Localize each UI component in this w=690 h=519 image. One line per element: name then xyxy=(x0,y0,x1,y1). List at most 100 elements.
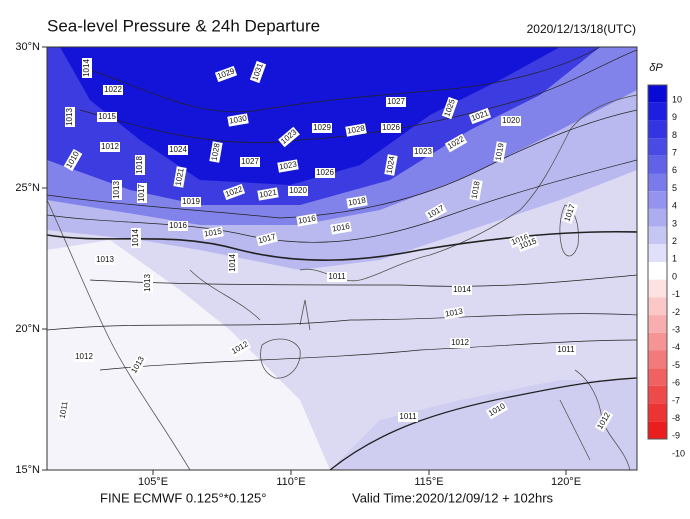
isobar-label-bg xyxy=(469,179,483,201)
isobar-label-bg xyxy=(74,352,94,362)
colorbar-swatch xyxy=(648,120,667,139)
colorbar-title: δP xyxy=(649,62,663,74)
isobar-label-text: 1015 xyxy=(203,227,223,239)
isobar-label: 1029 xyxy=(312,123,332,133)
isobar-label-text: 1018 xyxy=(470,180,482,200)
isobar-label: 1018 xyxy=(135,155,145,175)
isobar-label: 1025 xyxy=(441,96,459,120)
isobar-label: 1024 xyxy=(384,154,398,176)
isobar-label: 1026 xyxy=(315,168,335,178)
isobar-label-bg xyxy=(135,155,145,175)
lon-label: 115°E xyxy=(414,476,443,488)
isobar-label-bg xyxy=(312,123,332,133)
lat-label: 25°N xyxy=(15,182,40,194)
isobar-label-bg xyxy=(327,272,347,282)
isobar-label: 1014 xyxy=(452,285,472,295)
isobar-label-bg xyxy=(424,202,448,222)
isobar-label: 1021 xyxy=(173,166,187,188)
isobar-label-bg xyxy=(214,65,238,83)
isobar-label: 1020 xyxy=(501,116,521,126)
isobar-label: 1012 xyxy=(74,352,94,362)
colorbar-swatch xyxy=(648,173,667,192)
isobar-label-bg xyxy=(381,123,401,133)
isobar-label: 1013 xyxy=(65,107,75,127)
isobar-label: 1012 xyxy=(450,338,470,348)
colorbar-label: 7 xyxy=(672,147,677,157)
isobar-label-text: 1018 xyxy=(135,156,144,174)
isobar-label-bg xyxy=(227,113,249,127)
isobar-label-text: 1013 xyxy=(444,307,464,319)
colorbar-label: 5 xyxy=(672,183,677,193)
isobar-label-bg xyxy=(249,60,267,84)
isobar-label-text: 1011 xyxy=(58,400,70,419)
isobar-label-bg xyxy=(128,353,148,377)
isobar-label-bg xyxy=(413,147,433,157)
colorbar-swatch xyxy=(648,279,667,298)
isobar-label-text: 1014 xyxy=(228,254,237,272)
isobar-label-text: 1024 xyxy=(169,145,187,154)
isobar-label: 1017 xyxy=(561,201,579,225)
isobar-label: 1023 xyxy=(277,159,299,173)
isobar-label: 1018 xyxy=(469,179,483,201)
isobar-label-bg xyxy=(143,273,153,293)
colorbar-swatch xyxy=(648,102,667,121)
isobar-label-text: 1027 xyxy=(241,157,259,166)
isobar-label-text: 1015 xyxy=(98,112,116,121)
isobar-label-bg xyxy=(493,141,507,163)
isobar-label-bg xyxy=(173,166,187,188)
isobar-label-text: 1020 xyxy=(289,186,307,195)
map-title: Sea-level Pressure & 24h Departure xyxy=(47,16,320,35)
isobar-label-bg xyxy=(112,180,122,200)
isobar-label-bg xyxy=(181,197,201,207)
isobar-label: 1014 xyxy=(131,228,141,248)
lat-label: 30°N xyxy=(15,41,40,53)
isobar-label-text: 1030 xyxy=(228,114,248,126)
isobar-label-text: 1019 xyxy=(182,197,200,206)
isobar-label: 1012 xyxy=(100,142,120,152)
isobar-label: 1019 xyxy=(493,141,507,163)
isobar-label: 1029 xyxy=(214,65,238,83)
isobar-label-text: 1028 xyxy=(346,124,366,136)
isobar-label-bg xyxy=(450,338,470,348)
colorbar-frame xyxy=(647,84,668,440)
isobar-label-bg xyxy=(278,126,300,148)
isobar-label-text: 1012 xyxy=(75,352,93,361)
isobar-label: 1013 xyxy=(143,273,153,293)
isobar-label: 1013 xyxy=(112,180,122,200)
isobar-label: 1013 xyxy=(95,255,115,265)
isobar-label: 1026 xyxy=(381,123,401,133)
isobar-label-bg xyxy=(240,157,260,167)
map-frame xyxy=(46,46,638,471)
isobar-label-text: 1011 xyxy=(328,272,346,281)
isobar-label-bg xyxy=(443,306,465,320)
isobar-label: 1021 xyxy=(468,107,492,125)
isobar-label-text: 1022 xyxy=(104,85,122,94)
valid-datetime: 2020/12/13/18(UTC) xyxy=(527,22,636,36)
isobar-label-bg xyxy=(346,195,368,209)
isobar-label-bg xyxy=(168,145,188,155)
isobar-label-bg xyxy=(209,141,223,163)
colorbar-label: -1 xyxy=(672,289,680,299)
isobar-label-bg xyxy=(228,253,238,273)
colorbar-label: -7 xyxy=(672,395,680,405)
isobar-label-bg xyxy=(315,168,335,178)
lat-label: 20°N xyxy=(15,323,40,335)
colorbar-label: 10 xyxy=(672,94,682,104)
isobar-label-text: 1021 xyxy=(174,167,186,187)
colorbar-label: -8 xyxy=(672,413,680,423)
isobar-label-bg xyxy=(57,399,71,421)
lat-label: 15°N xyxy=(15,464,40,476)
colorbar-swatch xyxy=(648,244,667,262)
colorbar-swatch xyxy=(648,368,667,386)
isobar-label-bg xyxy=(386,97,406,107)
isobar-label-bg xyxy=(131,228,141,248)
isobar-label-text: 1013 xyxy=(96,255,114,264)
isobar-label-text: 1019 xyxy=(494,142,506,162)
isobar-label-bg xyxy=(222,183,246,201)
isobar-label-bg xyxy=(97,112,117,122)
isobar-label-bg xyxy=(345,123,367,137)
isobar-label-text: 1024 xyxy=(385,155,397,175)
colorbar-swatch xyxy=(648,191,667,209)
isobar-label-bg xyxy=(508,231,532,249)
colorbar-label: 6 xyxy=(672,165,677,175)
